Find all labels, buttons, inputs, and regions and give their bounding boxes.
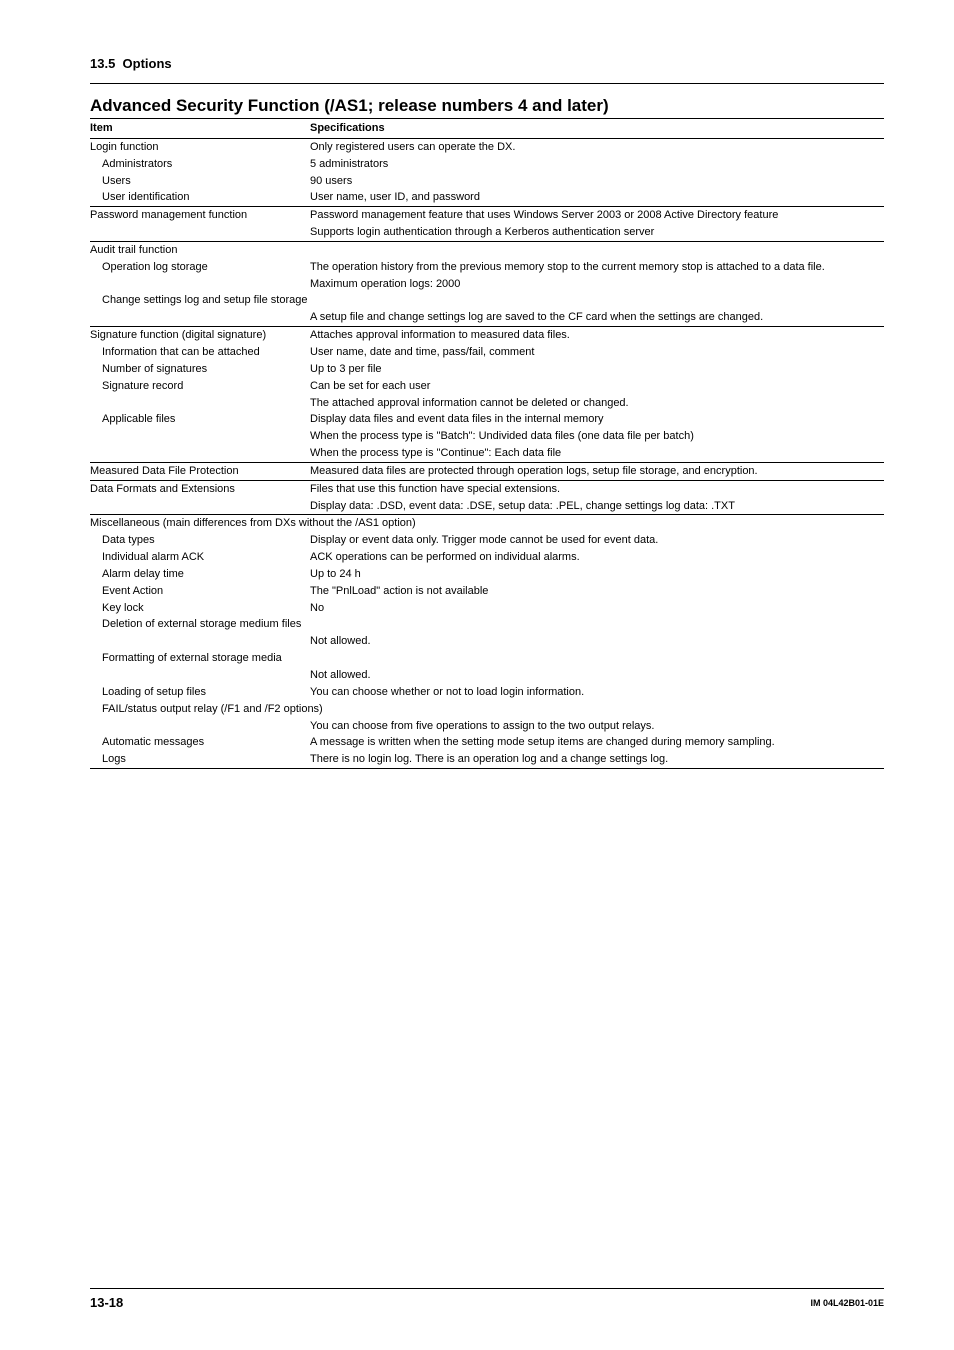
table-cell-item: Users bbox=[90, 173, 310, 190]
table-cell-item: Operation log storage bbox=[90, 259, 310, 276]
table-cell-spec: A setup file and change settings log are… bbox=[310, 309, 884, 326]
main-title: Advanced Security Function (/AS1; releas… bbox=[90, 96, 884, 116]
table-cell-item: Loading of setup files bbox=[90, 684, 310, 701]
table-cell-item: Password management function bbox=[90, 207, 310, 224]
table-cell-item bbox=[90, 633, 310, 650]
table-cell-spec: Up to 3 per file bbox=[310, 361, 884, 378]
table-cell-item: Alarm delay time bbox=[90, 566, 310, 583]
table-cell-item: Signature function (digital signature) bbox=[90, 327, 310, 344]
table-cell-spec: You can choose whether or not to load lo… bbox=[310, 684, 884, 701]
table-cell-item: Information that can be attached bbox=[90, 344, 310, 361]
table-cell-item: Login function bbox=[90, 138, 310, 155]
table-cell-item: Number of signatures bbox=[90, 361, 310, 378]
table-cell-item bbox=[90, 445, 310, 462]
table-cell-spec: Supports login authentication through a … bbox=[310, 224, 884, 241]
table-cell-spec: Only registered users can operate the DX… bbox=[310, 138, 884, 155]
doc-id: IM 04L42B01-01E bbox=[810, 1298, 884, 1308]
table-cell-item bbox=[90, 224, 310, 241]
table-cell-item: Miscellaneous (main differences from DXs… bbox=[90, 515, 884, 532]
table-cell-spec: ACK operations can be performed on indiv… bbox=[310, 549, 884, 566]
table-cell-spec: The attached approval information cannot… bbox=[310, 395, 884, 412]
table-cell-spec: User name, user ID, and password bbox=[310, 189, 884, 206]
table-cell-spec: You can choose from five operations to a… bbox=[310, 718, 884, 735]
section-title: Options bbox=[123, 56, 172, 71]
table-cell-item: Individual alarm ACK bbox=[90, 549, 310, 566]
table-cell-item: Automatic messages bbox=[90, 734, 310, 751]
table-cell-spec: Can be set for each user bbox=[310, 378, 884, 395]
table-cell-item: Formatting of external storage media bbox=[90, 650, 884, 667]
table-cell-item: Logs bbox=[90, 751, 310, 768]
table-cell-spec: No bbox=[310, 600, 884, 617]
table-cell-item bbox=[90, 395, 310, 412]
table-cell-item: Audit trail function bbox=[90, 241, 310, 258]
table-cell-spec: Not allowed. bbox=[310, 633, 884, 650]
table-cell-item: Data types bbox=[90, 532, 310, 549]
table-cell-spec: When the process type is "Continue": Eac… bbox=[310, 445, 884, 462]
section-header: 13.5 Options bbox=[90, 56, 884, 79]
table-cell-spec: There is no login log. There is an opera… bbox=[310, 751, 884, 768]
table-cell-spec: Files that use this function have specia… bbox=[310, 480, 884, 497]
table-cell-spec: A message is written when the setting mo… bbox=[310, 734, 884, 751]
page-number: 13-18 bbox=[90, 1295, 123, 1310]
spec-table: Item Specifications Login functionOnly r… bbox=[90, 118, 884, 769]
table-cell-spec: Not allowed. bbox=[310, 667, 884, 684]
table-cell-spec: Maximum operation logs: 2000 bbox=[310, 276, 884, 293]
table-cell-spec: Attaches approval information to measure… bbox=[310, 327, 884, 344]
table-cell-spec: 90 users bbox=[310, 173, 884, 190]
table-cell-spec: The "PnlLoad" action is not available bbox=[310, 583, 884, 600]
table-cell-item: FAIL/status output relay (/F1 and /F2 op… bbox=[90, 701, 884, 718]
header-spec: Specifications bbox=[310, 119, 884, 139]
table-cell-item: Key lock bbox=[90, 600, 310, 617]
table-cell-spec: User name, date and time, pass/fail, com… bbox=[310, 344, 884, 361]
table-cell-item: Data Formats and Extensions bbox=[90, 480, 310, 497]
table-cell-spec: The operation history from the previous … bbox=[310, 259, 884, 276]
table-cell-spec: Display or event data only. Trigger mode… bbox=[310, 532, 884, 549]
table-cell-item: Measured Data File Protection bbox=[90, 462, 310, 480]
table-cell-item: Applicable files bbox=[90, 411, 310, 428]
table-cell-spec: Display data files and event data files … bbox=[310, 411, 884, 428]
table-cell-item: Event Action bbox=[90, 583, 310, 600]
table-cell-spec: When the process type is "Batch": Undivi… bbox=[310, 428, 884, 445]
table-cell-item bbox=[90, 718, 310, 735]
table-cell-item bbox=[90, 309, 310, 326]
section-number: 13.5 bbox=[90, 56, 115, 71]
table-cell-item: Administrators bbox=[90, 156, 310, 173]
table-cell-item bbox=[90, 667, 310, 684]
table-cell-spec bbox=[310, 241, 884, 258]
table-cell-spec: Up to 24 h bbox=[310, 566, 884, 583]
table-cell-spec: Display data: .DSD, event data: .DSE, se… bbox=[310, 498, 884, 515]
table-cell-item bbox=[90, 428, 310, 445]
table-cell-item: Signature record bbox=[90, 378, 310, 395]
table-cell-spec: Measured data files are protected throug… bbox=[310, 462, 884, 480]
table-cell-item: User identification bbox=[90, 189, 310, 206]
header-item: Item bbox=[90, 119, 310, 139]
table-cell-spec: Password management feature that uses Wi… bbox=[310, 207, 884, 224]
table-cell-item: Deletion of external storage medium file… bbox=[90, 616, 884, 633]
table-cell-item: Change settings log and setup file stora… bbox=[90, 292, 884, 309]
table-cell-item bbox=[90, 498, 310, 515]
table-cell-item bbox=[90, 276, 310, 293]
page-footer: 13-18 IM 04L42B01-01E bbox=[90, 1288, 884, 1310]
table-cell-spec: 5 administrators bbox=[310, 156, 884, 173]
